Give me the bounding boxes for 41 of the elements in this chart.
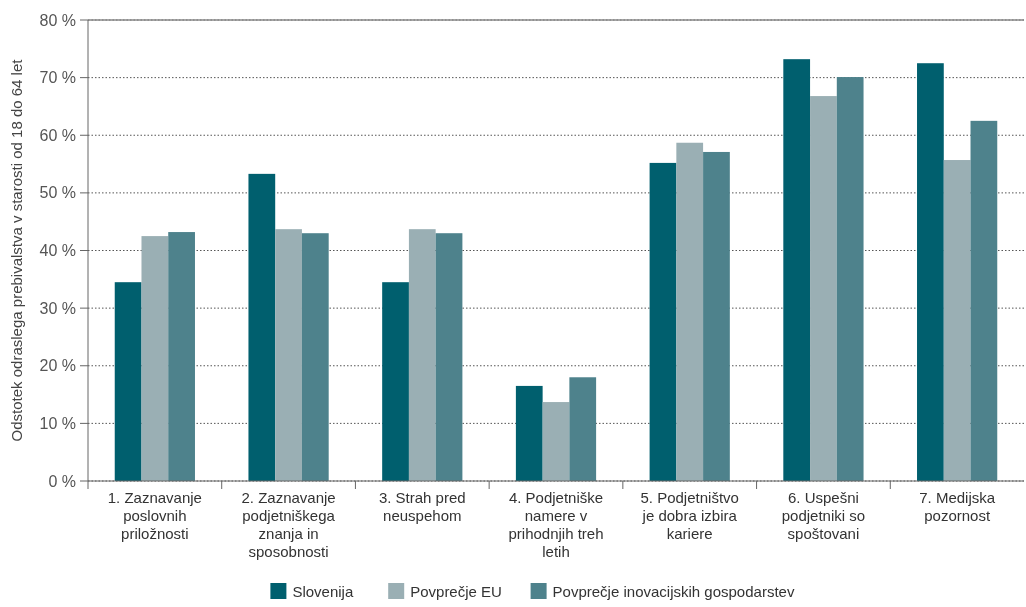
x-tick-label: 6. Uspešni podjetniki so spoštovani [781, 489, 866, 542]
bar [569, 377, 597, 481]
bar [649, 162, 677, 481]
bar [275, 229, 302, 481]
bar [141, 236, 169, 481]
bar [943, 160, 971, 481]
y-tick-label: 40 % [39, 242, 76, 260]
legend-label: Povprečje EU [410, 583, 502, 600]
bar [542, 402, 570, 481]
bar [917, 63, 944, 481]
y-tick-label: 80 % [39, 11, 76, 29]
bar [435, 233, 463, 481]
bar [515, 385, 543, 481]
x-tick-label: 2. Zaznavanje podjetniškega znanja in sposobnosti [241, 489, 336, 560]
y-tick-label: 10 % [39, 414, 76, 432]
x-tick-label: 3. Strah pred neuspehom [378, 489, 466, 524]
x-tick-label: 5. Podjetništvo je dobra izbira kariere [640, 489, 739, 542]
y-tick-label: 50 % [39, 184, 76, 202]
y-tick-label: 70 % [39, 69, 76, 87]
y-tick-label: 0 % [48, 472, 76, 490]
bar [703, 151, 730, 481]
bar [301, 233, 329, 481]
legend-label: Slovenija [292, 583, 354, 600]
y-tick-label: 60 % [39, 126, 76, 144]
bar [168, 232, 195, 481]
bar [783, 59, 811, 481]
legend-label: Povprečje inovacijskih gospodarstev [552, 583, 795, 600]
bar [836, 77, 864, 481]
bar [248, 173, 276, 481]
bar [382, 282, 409, 481]
bar [676, 142, 704, 481]
bar [114, 282, 142, 481]
bar [408, 229, 436, 481]
y-tick-label: 30 % [39, 299, 76, 317]
x-tick-label: 4. Podjetniške namere v prihodnjih treh letih [508, 489, 604, 560]
bar [810, 96, 837, 481]
y-axis-title: Odstotek odraslega prebivalstva v starosti od 18 do 64 let [8, 58, 25, 442]
x-tick-label: 7. Medijska pozornost [919, 489, 996, 524]
y-tick-label: 20 % [39, 357, 76, 375]
x-tick-label: 1. Zaznavanje poslovnih priložnosti [107, 489, 202, 542]
bar [970, 120, 998, 481]
